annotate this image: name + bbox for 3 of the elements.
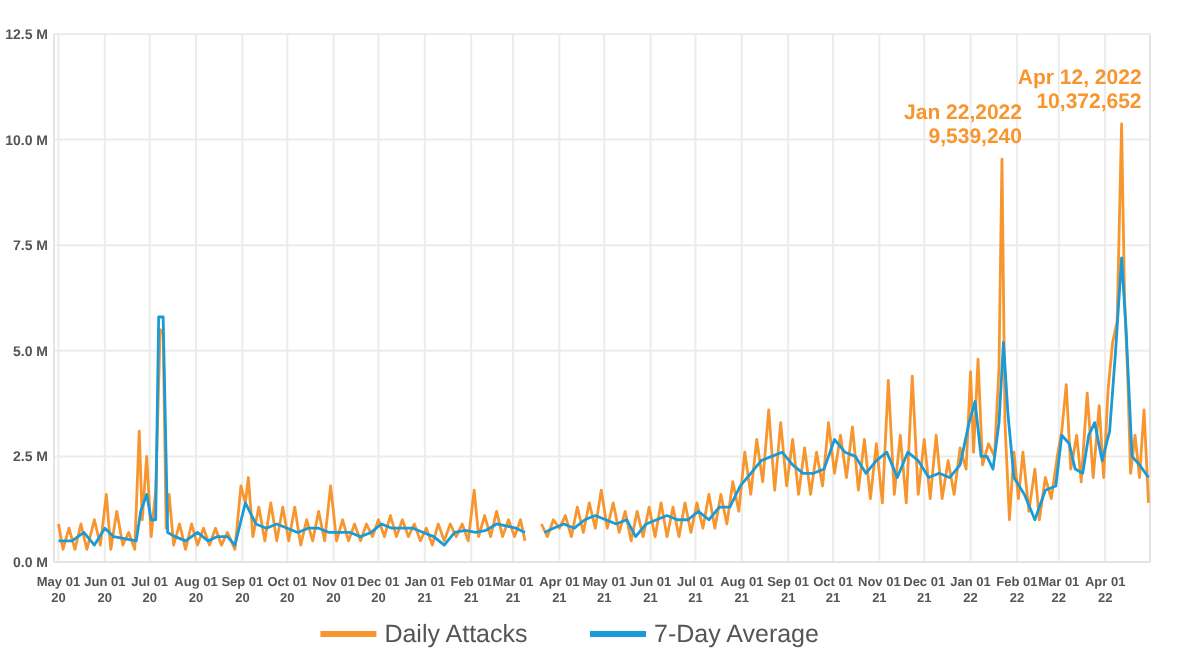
legend-label: Daily Attacks: [384, 620, 528, 648]
annotation: Jan 22,2022 9,539,240: [904, 101, 1023, 150]
legend-label: 7-Day Average: [654, 620, 820, 648]
